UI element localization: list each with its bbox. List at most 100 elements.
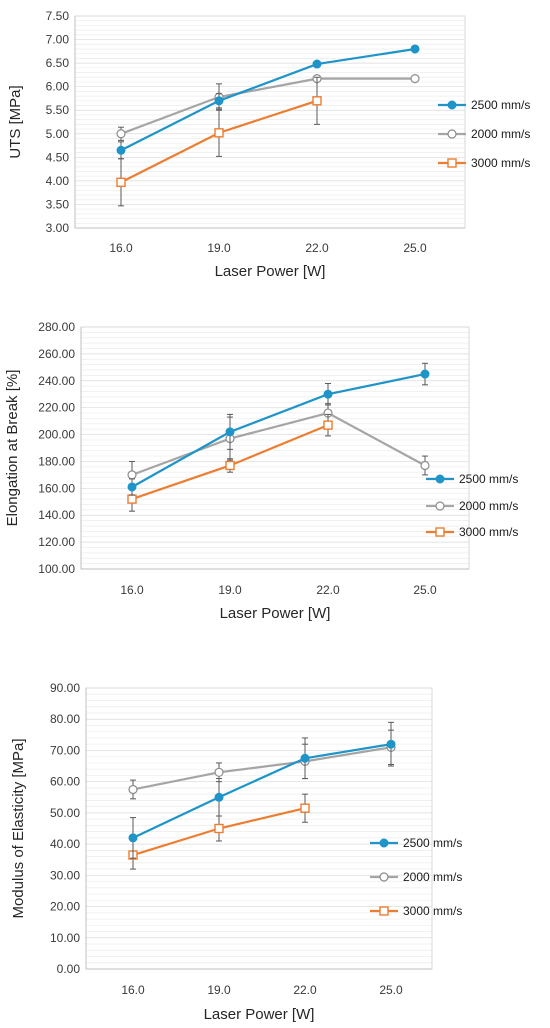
legend: 2500 mm/s 2000 mm/s 3000 mm/s xyxy=(438,98,530,170)
legend: 2500 mm/s 2000 mm/s 3000 mm/s xyxy=(426,472,518,539)
y-tick-label: 3.00 xyxy=(46,221,70,235)
data-point xyxy=(420,460,430,471)
data-point xyxy=(420,369,430,379)
y-tick-label: 100.00 xyxy=(38,562,75,576)
legend-label: 3000 mm/s xyxy=(459,525,518,539)
x-tick-label: 16.0 xyxy=(120,583,144,597)
data-point xyxy=(410,44,420,54)
data-point xyxy=(312,96,322,106)
y-tick-label: 90.00 xyxy=(50,681,80,695)
y-tick-label: 5.00 xyxy=(46,127,70,141)
x-tick-label: 22.0 xyxy=(316,583,340,597)
y-axis-title: Modulus of Elasticity [MPa] xyxy=(10,738,27,918)
data-point xyxy=(127,482,137,492)
legend-label: 2500 mm/s xyxy=(403,836,462,850)
y-tick-label: 80.00 xyxy=(50,712,80,726)
y-tick-label: 4.00 xyxy=(46,174,70,188)
x-tick-label: 25.0 xyxy=(413,583,437,597)
data-point xyxy=(127,470,137,480)
data-point xyxy=(128,784,138,795)
chart-1: 3.00 3.50 4.00 4.50 5.00 5.50 6.00 6.50 7.00 7.50… xyxy=(7,9,530,280)
y-tick-label: 160.00 xyxy=(38,481,75,495)
legend-label: 2000 mm/s xyxy=(403,870,462,884)
x-axis-title: Laser Power [W] xyxy=(215,263,326,280)
x-tick-label: 16.0 xyxy=(121,983,145,997)
legend-marker xyxy=(379,906,389,916)
series-line xyxy=(131,411,426,476)
data-point xyxy=(312,59,322,69)
series-line xyxy=(120,47,416,152)
y-tick-label: 60.00 xyxy=(50,775,80,789)
x-tick-label: 22.0 xyxy=(293,983,317,997)
data-point xyxy=(214,767,224,777)
data-point xyxy=(214,96,224,106)
x-axis-title: Laser Power [W] xyxy=(220,605,331,622)
y-axis-title: Elongation at Break [%] xyxy=(4,370,21,527)
chart-2: 100.00 120.00 140.00 160.00 180.00 200.00 220.… xyxy=(4,320,518,622)
data-point xyxy=(225,460,235,471)
data-point xyxy=(225,427,235,437)
data-point xyxy=(214,128,224,138)
data-point xyxy=(300,803,310,813)
data-point xyxy=(116,129,126,139)
legend-marker xyxy=(435,474,445,484)
y-tick-label: 260.00 xyxy=(38,347,75,361)
gridlines xyxy=(81,326,469,570)
chart-3: 0.00 10.00 20.00 30.00 40.00 50.00 60.00 70.00 8… xyxy=(10,681,462,1023)
y-tick-label: 4.50 xyxy=(46,150,70,164)
plot-area xyxy=(74,15,466,229)
series-2500-mm-s xyxy=(127,362,430,496)
gridlines xyxy=(75,15,465,229)
y-tick-label: 240.00 xyxy=(38,374,75,388)
y-tick-label: 20.00 xyxy=(50,900,80,914)
y-tick-label: 200.00 xyxy=(38,428,75,442)
legend: 2500 mm/s 2000 mm/s 3000 mm/s xyxy=(370,836,462,918)
y-tick-label: 30.00 xyxy=(50,868,80,882)
x-tick-label: 25.0 xyxy=(403,241,427,255)
series-line xyxy=(132,746,392,791)
y-tick-label: 40.00 xyxy=(50,837,80,851)
gridlines xyxy=(86,687,432,970)
series-line xyxy=(132,743,392,839)
data-point xyxy=(214,792,224,802)
y-tick-label: 220.00 xyxy=(38,401,75,415)
x-tick-label: 19.0 xyxy=(218,583,242,597)
y-tick-label: 50.00 xyxy=(50,806,80,820)
legend-label: 3000 mm/s xyxy=(471,156,530,170)
x-tick-label: 16.0 xyxy=(109,241,133,255)
y-tick-label: 0.00 xyxy=(57,962,81,976)
x-tick-label: 22.0 xyxy=(305,241,329,255)
y-tick-label: 7.00 xyxy=(46,33,70,47)
data-point xyxy=(300,753,310,763)
data-point xyxy=(386,739,396,749)
legend-marker xyxy=(435,527,445,537)
y-tick-label: 120.00 xyxy=(38,535,75,549)
data-point xyxy=(128,833,138,843)
plot-area xyxy=(85,687,433,970)
series-3000-mm-s xyxy=(116,76,322,207)
legend-label: 2000 mm/s xyxy=(471,127,530,141)
x-tick-label: 19.0 xyxy=(207,983,231,997)
legend-label: 2500 mm/s xyxy=(459,472,518,486)
x-tick-label: 25.0 xyxy=(379,983,403,997)
series-line xyxy=(131,372,426,488)
data-point xyxy=(323,389,333,399)
legend-label: 2000 mm/s xyxy=(459,499,518,513)
legend-marker xyxy=(447,100,457,110)
x-axis-title: Laser Power [W] xyxy=(204,1006,315,1023)
legend-marker xyxy=(447,158,457,168)
data-point xyxy=(323,420,333,430)
series-3000-mm-s xyxy=(127,413,333,512)
y-tick-label: 140.00 xyxy=(38,508,75,522)
legend-marker xyxy=(447,129,457,139)
y-tick-label: 6.00 xyxy=(46,80,70,94)
y-tick-label: 280.00 xyxy=(38,320,75,334)
y-tick-label: 6.50 xyxy=(46,56,70,70)
data-point xyxy=(214,823,224,834)
data-point xyxy=(116,177,126,188)
legend-marker xyxy=(379,872,389,882)
legend-label: 3000 mm/s xyxy=(403,904,462,918)
y-tick-label: 180.00 xyxy=(38,454,75,468)
